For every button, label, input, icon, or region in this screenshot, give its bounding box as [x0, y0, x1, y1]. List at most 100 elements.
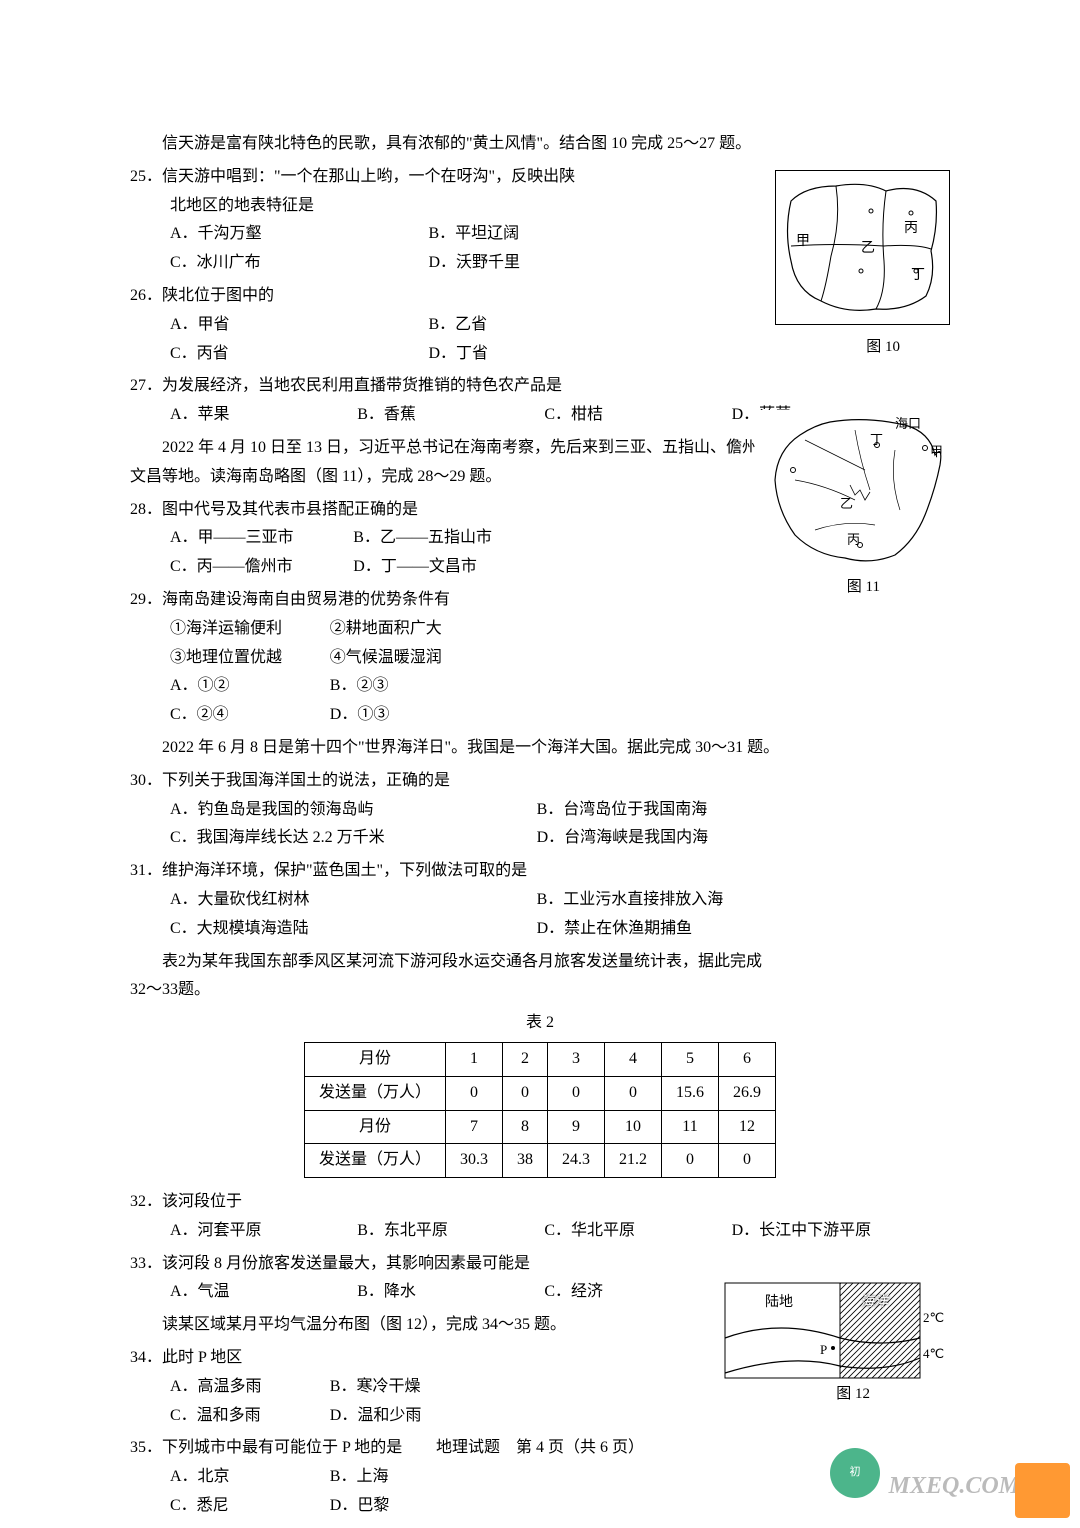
q32-option-d: D．长江中下游平原 — [732, 1217, 919, 1246]
figure-10-caption: 图 10 — [866, 334, 900, 361]
q35-option-a: A．北京 — [170, 1463, 330, 1492]
t2-r3-label: 月份 — [304, 1110, 445, 1144]
q34-option-a: A．高温多雨 — [170, 1373, 330, 1402]
q29-option-a: A．①② — [170, 672, 330, 701]
t2-r1-c4: 4 — [605, 1042, 662, 1076]
q30-option-c: C．我国海岸线长达 2.2 万千米 — [170, 824, 537, 853]
q33-option-a: A．气温 — [170, 1278, 357, 1307]
q29-option-b: B．②③ — [330, 672, 490, 701]
figure-10-map: 甲 丙 乙 丁 — [775, 170, 950, 325]
fig11-label-ding: 丁 — [870, 428, 883, 451]
table-2-title: 表 2 — [130, 1009, 950, 1038]
q35-option-b: B．上海 — [330, 1463, 490, 1492]
fig12-label-4c: 4℃ — [923, 1342, 944, 1365]
q27-option-a: A．苹果 — [170, 401, 357, 430]
q28-stem: 28．图中代号及其代表市县搭配正确的是 — [130, 496, 750, 525]
q31-option-d: D．禁止在休渔期捕鱼 — [537, 915, 904, 944]
fig10-label-bing: 丙 — [904, 216, 918, 241]
t2-r2-c1: 0 — [446, 1076, 503, 1110]
t2-r3-c5: 11 — [662, 1110, 719, 1144]
q29-sub4: ④气候温暖湿润 — [330, 644, 490, 673]
fig12-label-ocean: 海洋 — [860, 1290, 888, 1315]
q30-option-d: D．台湾海峡是我国内海 — [537, 824, 904, 853]
q34-stem: 34．此时 P 地区 — [130, 1344, 610, 1373]
t2-r1-label: 月份 — [304, 1042, 445, 1076]
q28-option-a: A．甲——三亚市 — [170, 524, 353, 553]
t2-r1-c5: 5 — [662, 1042, 719, 1076]
q27-option-b: B．香蕉 — [357, 401, 544, 430]
q31-option-a: A．大量砍伐红树林 — [170, 886, 537, 915]
corner-badge-icon — [1015, 1463, 1070, 1518]
q25-option-a: A．千沟万壑 — [170, 220, 429, 249]
q33-option-c: C．经济 — [544, 1278, 731, 1307]
t2-r2-c3: 0 — [548, 1076, 605, 1110]
q25-option-d: D．沃野千里 — [429, 249, 688, 278]
q28-option-d: D．丁——文昌市 — [353, 553, 536, 582]
q31-stem: 31．维护海洋环境，保护"蓝色国土"，下列做法可取的是 — [130, 857, 950, 886]
t2-r4-c5: 0 — [662, 1144, 719, 1178]
q26-stem: 26．陕北位于图中的 — [130, 282, 720, 311]
figure-11-caption: 图 11 — [847, 574, 880, 601]
q25-stem-line1: 25．信天游中唱到："一个在那山上哟，一个在呀沟"，反映出陕 — [130, 163, 720, 192]
q30-option-b: B．台湾岛位于我国南海 — [537, 796, 904, 825]
fig10-label-ding: 丁 — [911, 263, 925, 288]
passage-c-intro: 2022 年 6 月 8 日是第十四个"世界海洋日"。我国是一个海洋大国。据此完… — [130, 734, 950, 763]
t2-r2-c2: 0 — [503, 1076, 548, 1110]
q29-sub1: ①海洋运输便利 — [170, 615, 330, 644]
q32-option-b: B．东北平原 — [357, 1217, 544, 1246]
t2-r3-c6: 12 — [719, 1110, 776, 1144]
figure-12-diagram: 陆地 海洋 P 2℃ 4℃ — [720, 1278, 950, 1383]
fig11-label-bing: 丙 — [847, 528, 860, 551]
q34-option-c: C．温和多雨 — [170, 1402, 330, 1431]
t2-r2-label: 发送量（万人） — [304, 1076, 445, 1110]
t2-r2-c4: 0 — [605, 1076, 662, 1110]
t2-r4-c2: 38 — [503, 1144, 548, 1178]
fig12-label-land: 陆地 — [765, 1290, 793, 1315]
t2-r4-label: 发送量（万人） — [304, 1144, 445, 1178]
q26-option-d: D．丁省 — [429, 340, 688, 369]
q30-option-a: A．钓鱼岛是我国的领海岛屿 — [170, 796, 537, 825]
fig11-label-haikou: 海口 — [895, 412, 921, 435]
q26-option-c: C．丙省 — [170, 340, 429, 369]
q29-stem: 29．海南岛建设海南自由贸易港的优势条件有 — [130, 586, 750, 615]
q31-option-b: B．工业污水直接排放入海 — [537, 886, 904, 915]
t2-r1-c6: 6 — [719, 1042, 776, 1076]
figure-12-caption: 图 12 — [836, 1381, 870, 1408]
table-2: 月份 1 2 3 4 5 6 发送量（万人） 0 0 0 0 15.6 26.9… — [304, 1042, 776, 1178]
page-footer: 地理试题 第 4 页（共 6 页） — [0, 1434, 1080, 1463]
fig11-label-jia: 甲 — [930, 440, 943, 463]
fig10-label-yi: 乙 — [861, 236, 875, 261]
q30-stem: 30．下列关于我国海洋国土的说法，正确的是 — [130, 767, 950, 796]
q31-option-c: C．大规模填海造陆 — [170, 915, 537, 944]
t2-r3-c4: 10 — [605, 1110, 662, 1144]
q34-option-b: B．寒冷干燥 — [330, 1373, 490, 1402]
fig12-label-2c: 2℃ — [923, 1306, 944, 1329]
t2-r1-c2: 2 — [503, 1042, 548, 1076]
q26-option-a: A．甲省 — [170, 311, 429, 340]
fig10-label-jia: 甲 — [796, 229, 810, 254]
passage-a-intro: 信天游是富有陕北特色的民歌，具有浓郁的"黄土风情"。结合图 10 完成 25～2… — [130, 130, 950, 159]
t2-r2-c5: 15.6 — [662, 1076, 719, 1110]
t2-r4-c3: 24.3 — [548, 1144, 605, 1178]
q29-sub2: ②耕地面积广大 — [330, 615, 490, 644]
q32-option-c: C．华北平原 — [544, 1217, 731, 1246]
watermark-circle-icon: 初 — [830, 1448, 880, 1498]
q28-option-c: C．丙——儋州市 — [170, 553, 353, 582]
q34-option-d: D．温和少雨 — [330, 1402, 490, 1431]
figure-11-map: 海口 甲 丁 乙 丙 — [755, 410, 950, 570]
t2-r4-c6: 0 — [719, 1144, 776, 1178]
t2-r4-c4: 21.2 — [605, 1144, 662, 1178]
q25-stem-line2: 北地区的地表特征是 — [130, 192, 720, 221]
q28-option-b: B．乙——五指山市 — [353, 524, 536, 553]
t2-r1-c3: 3 — [548, 1042, 605, 1076]
fig12-label-p: P — [820, 1338, 827, 1361]
q33-option-b: B．降水 — [357, 1278, 544, 1307]
t2-r3-c1: 7 — [446, 1110, 503, 1144]
t2-r3-c2: 8 — [503, 1110, 548, 1144]
q27-option-c: C．柑桔 — [544, 401, 731, 430]
q32-option-a: A．河套平原 — [170, 1217, 357, 1246]
passage-d-intro-line1: 表2为某年我国东部季风区某河流下游河段水运交通各月旅客发送量统计表，据此完成 — [130, 948, 950, 977]
q29-option-d: D．①③ — [330, 701, 490, 730]
q26-option-b: B．乙省 — [429, 311, 688, 340]
q29-sub3: ③地理位置优越 — [170, 644, 330, 673]
